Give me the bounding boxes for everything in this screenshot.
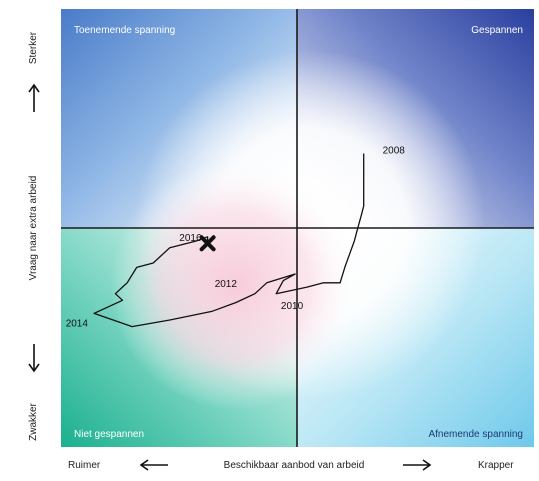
arrow-up-icon	[28, 83, 40, 112]
y-axis-bottom-label: Zwakker	[28, 402, 39, 440]
year-label: 2012	[215, 279, 238, 290]
y-axis-label: Vraag naar extra arbeid	[28, 176, 39, 281]
y-axis-labels: Sterker Vraag naar extra arbeid Zwakker	[28, 31, 40, 441]
year-label: 2014	[66, 319, 89, 330]
x-axis-left-label: Ruimer	[68, 460, 101, 471]
arrow-left-icon	[139, 459, 168, 471]
current-position-marker	[199, 235, 216, 252]
series-layer	[93, 153, 365, 328]
series-line	[93, 153, 365, 328]
annotation-layer: 2008 2010 2012 2014 2016	[66, 146, 406, 330]
quadrant-label-bottom-right: Afnemende spanning	[428, 429, 523, 440]
quadrant-label-top-right: Gespannen	[471, 25, 523, 36]
quadrant-label-top-left: Toenemende spanning	[74, 25, 175, 36]
x-axis-label: Beschikbaar aanbod van arbeid	[224, 460, 365, 471]
x-axis-labels: Ruimer Beschikbaar aanbod van arbeid Kra…	[68, 459, 514, 471]
quadrant-label-bottom-left: Niet gespannen	[74, 429, 144, 440]
arrow-down-icon	[28, 344, 40, 373]
year-label: 2008	[383, 146, 406, 157]
year-label: 2010	[281, 301, 304, 312]
arrow-right-icon	[403, 459, 432, 471]
quadrant-axes	[61, 9, 534, 447]
y-axis-top-label: Sterker	[28, 31, 39, 64]
x-axis-right-label: Krapper	[478, 460, 514, 471]
year-label: 2016	[179, 233, 202, 244]
quadrant-background	[61, 9, 534, 447]
